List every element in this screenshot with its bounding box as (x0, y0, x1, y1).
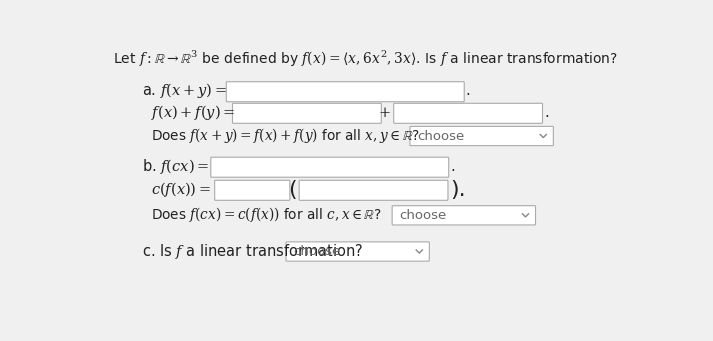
Text: c. Is $f$ a linear transformation?: c. Is $f$ a linear transformation? (142, 242, 363, 261)
FancyBboxPatch shape (299, 180, 448, 200)
FancyBboxPatch shape (215, 180, 290, 200)
FancyBboxPatch shape (232, 103, 381, 123)
FancyBboxPatch shape (286, 242, 429, 261)
Text: $+$: $+$ (378, 105, 391, 120)
FancyBboxPatch shape (226, 82, 464, 102)
Text: a. $f(x + y) =$: a. $f(x + y) =$ (142, 81, 227, 101)
Text: Let $f : \mathbb{R} \rightarrow \mathbb{R}^3$ be defined by $f(x) = \langle x, 6: Let $f : \mathbb{R} \rightarrow \mathbb{… (113, 48, 617, 69)
Text: Does $f(x + y) = f(x) + f(y)$ for all $x, y \in \mathbb{R}$?: Does $f(x + y) = f(x) + f(y)$ for all $x… (151, 126, 420, 145)
Text: choose: choose (399, 209, 446, 222)
Text: choose: choose (293, 245, 340, 258)
Text: .: . (466, 84, 471, 99)
FancyBboxPatch shape (211, 157, 448, 177)
Text: Does $f(cx) = c(f(x))$ for all $c, x \in \mathbb{R}$?: Does $f(cx) = c(f(x))$ for all $c, x \in… (151, 205, 381, 224)
Text: .: . (451, 159, 455, 174)
Text: $c(f(x)) =$: $c(f(x)) =$ (151, 180, 211, 199)
Text: (: ( (288, 179, 297, 199)
FancyBboxPatch shape (392, 206, 535, 225)
Text: choose: choose (417, 130, 464, 143)
FancyBboxPatch shape (394, 103, 543, 123)
Text: $f(x) + f(y) =$: $f(x) + f(y) =$ (151, 103, 235, 122)
FancyBboxPatch shape (410, 127, 553, 146)
Text: ).: ). (451, 179, 466, 199)
Text: b. $f(cx) =$: b. $f(cx) =$ (142, 157, 209, 176)
Text: .: . (545, 105, 550, 120)
